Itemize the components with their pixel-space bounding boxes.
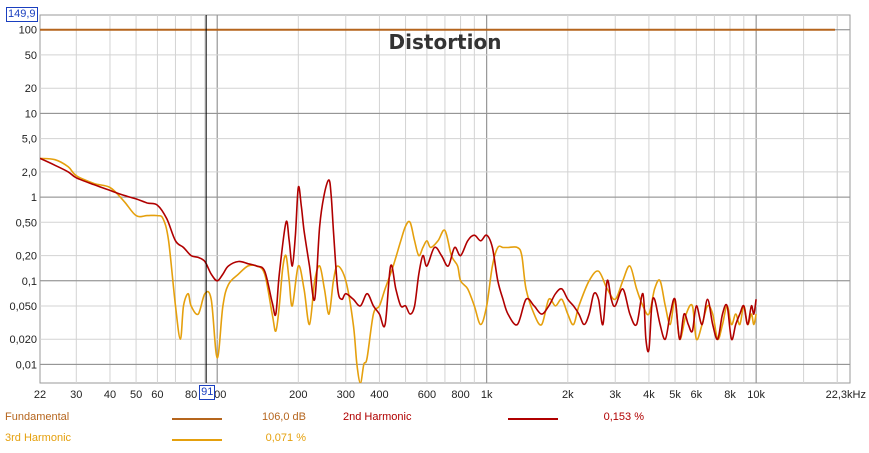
legend-swatch bbox=[172, 418, 222, 420]
chart-title: Distortion bbox=[389, 30, 502, 54]
x-tick-label: 2k bbox=[562, 389, 574, 401]
y-tick-label: 10 bbox=[25, 108, 37, 120]
series-line-2nd-harmonic bbox=[40, 157, 757, 353]
x-tick-label: 1k bbox=[481, 389, 493, 401]
x-tick-label: 80 bbox=[185, 389, 197, 401]
legend-value: 106,0 dB bbox=[261, 411, 306, 423]
y-tick-label: 0,050 bbox=[9, 301, 37, 313]
x-tick-label: 5k bbox=[669, 389, 681, 401]
x-tick-label: 22 bbox=[34, 389, 46, 401]
y-tick-label: 100 bbox=[19, 25, 37, 37]
legend-swatch bbox=[508, 418, 558, 420]
grid bbox=[39, 14, 851, 384]
x-axis-ticks: 22 30 40 50 60 80 100 200 300 400 600 800 1k 2k 3k 4k 5k… bbox=[34, 389, 866, 401]
x-tick-label: 60 bbox=[151, 389, 163, 401]
x-tick-label: 50 bbox=[130, 389, 142, 401]
y-tick-label: 1 bbox=[31, 192, 37, 204]
x-tick-label: 3k bbox=[609, 389, 621, 401]
x-tick-label: 300 bbox=[337, 389, 355, 401]
legend-label: 3rd Harmonic bbox=[5, 432, 72, 444]
x-tick-label: 40 bbox=[104, 389, 116, 401]
legend-swatch bbox=[172, 439, 222, 441]
x-tick-label: 4k bbox=[643, 389, 655, 401]
legend-label: Fundamental bbox=[5, 411, 70, 423]
x-tick-label: 6k bbox=[691, 389, 703, 401]
legend-value: 0,153 % bbox=[603, 411, 644, 423]
x-tick-label: 800 bbox=[451, 389, 469, 401]
y-tick-label: 20 bbox=[25, 83, 37, 95]
y-tick-label: 0,020 bbox=[9, 334, 37, 346]
x-tick-label: 600 bbox=[418, 389, 436, 401]
x-tick-label: 200 bbox=[289, 389, 307, 401]
y-tick-label: 0,20 bbox=[16, 251, 37, 263]
y-tick-label: 0,1 bbox=[22, 276, 37, 288]
y-axis-ticks: 100 50 20 10 5,0 2,0 1 0,50 0,20 0,1 0,050 0,020 0,0… bbox=[9, 25, 37, 372]
cursor-x-readout: 91 bbox=[199, 385, 216, 400]
x-tick-label: 22,3kHz bbox=[826, 389, 866, 401]
y-tick-label: 5,0 bbox=[22, 134, 37, 146]
x-tick-label: 400 bbox=[370, 389, 388, 401]
cursor-y-readout: 149,9 bbox=[6, 7, 38, 22]
legend: Fundamental 106,0 dB 2nd Harmonic 0,153 … bbox=[0, 405, 869, 453]
x-tick-label: 30 bbox=[70, 389, 82, 401]
legend-label: 2nd Harmonic bbox=[343, 411, 412, 423]
y-tick-label: 2,0 bbox=[22, 167, 37, 179]
x-tick-label: 10k bbox=[747, 389, 765, 401]
y-tick-label: 0,50 bbox=[16, 217, 37, 229]
legend-value: 0,071 % bbox=[265, 432, 306, 444]
distortion-chart[interactable]: 22 30 40 50 60 80 100 200 300 400 600 800 1k 2k 3k 4k 5k… bbox=[0, 0, 869, 405]
series-lines bbox=[40, 28, 835, 383]
y-tick-label: 50 bbox=[25, 50, 37, 62]
y-tick-label: 0,01 bbox=[16, 359, 37, 371]
x-tick-label: 8k bbox=[724, 389, 736, 401]
